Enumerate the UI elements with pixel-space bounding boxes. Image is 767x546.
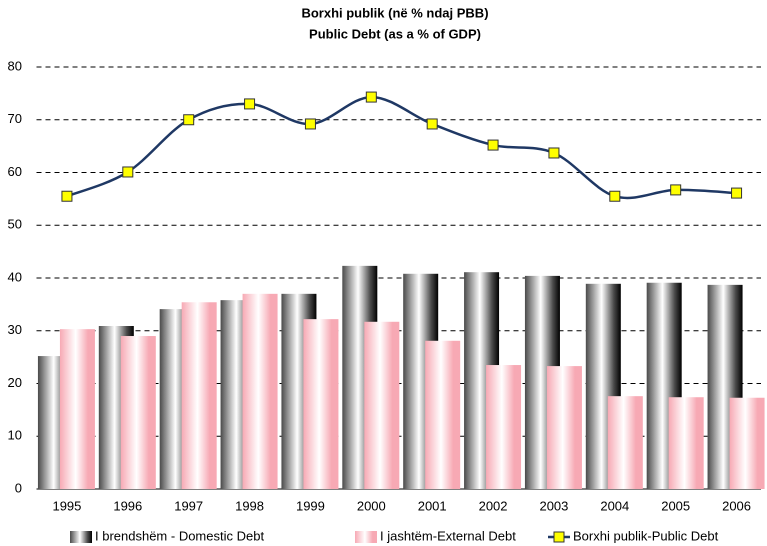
marker xyxy=(244,98,256,110)
x-tick-label: 2001 xyxy=(418,498,447,513)
marker xyxy=(670,184,682,196)
y-tick-label: 20 xyxy=(8,375,22,390)
y-tick-label: 10 xyxy=(8,428,22,443)
x-tick-label: 1996 xyxy=(113,498,142,513)
x-tick-label: 2005 xyxy=(661,498,690,513)
bar xyxy=(59,329,95,489)
legend-swatch xyxy=(553,531,565,543)
legend-label: I brendshëm - Domestic Debt xyxy=(95,528,264,543)
bar xyxy=(242,293,278,489)
x-tick-label: 2000 xyxy=(357,498,386,513)
y-tick-label: 50 xyxy=(8,217,22,232)
x-tick-label: 1998 xyxy=(235,498,264,513)
marker xyxy=(183,114,195,126)
marker xyxy=(731,187,743,199)
chart-title: Borxhi publik (në % ndaj PBB) xyxy=(301,5,488,20)
x-tick-label: 1999 xyxy=(296,498,325,513)
bar xyxy=(303,319,339,489)
y-tick-label: 0 xyxy=(15,480,22,495)
bar xyxy=(181,302,217,489)
x-tick-label: 1995 xyxy=(52,498,81,513)
chart-subtitle: Public Debt (as a % of GDP) xyxy=(309,26,481,41)
legend-swatch xyxy=(355,531,377,543)
marker xyxy=(426,118,438,130)
legend-label: I jashtëm-External Debt xyxy=(380,528,516,543)
bar xyxy=(425,340,461,489)
bar xyxy=(668,397,704,489)
marker xyxy=(61,190,73,202)
bar xyxy=(364,321,400,489)
marker xyxy=(548,147,560,159)
bar xyxy=(120,336,156,489)
y-tick-label: 30 xyxy=(8,322,22,337)
legend-swatch xyxy=(70,531,92,543)
legend-label: Borxhi publik-Public Debt xyxy=(573,528,719,543)
marker xyxy=(487,139,499,151)
x-tick-label: 2006 xyxy=(722,498,751,513)
marker xyxy=(304,118,316,130)
bar xyxy=(486,365,522,489)
y-tick-label: 80 xyxy=(8,58,22,73)
bar xyxy=(546,366,582,489)
bar xyxy=(607,396,643,489)
y-tick-label: 70 xyxy=(8,111,22,126)
bar xyxy=(729,397,765,489)
marker xyxy=(609,190,621,202)
marker xyxy=(365,91,377,103)
y-tick-label: 40 xyxy=(8,269,22,284)
x-tick-label: 2003 xyxy=(539,498,568,513)
x-tick-label: 1997 xyxy=(174,498,203,513)
y-tick-label: 60 xyxy=(8,164,22,179)
marker xyxy=(122,166,134,178)
x-tick-label: 2002 xyxy=(479,498,508,513)
x-tick-label: 2004 xyxy=(600,498,629,513)
line xyxy=(66,95,737,200)
